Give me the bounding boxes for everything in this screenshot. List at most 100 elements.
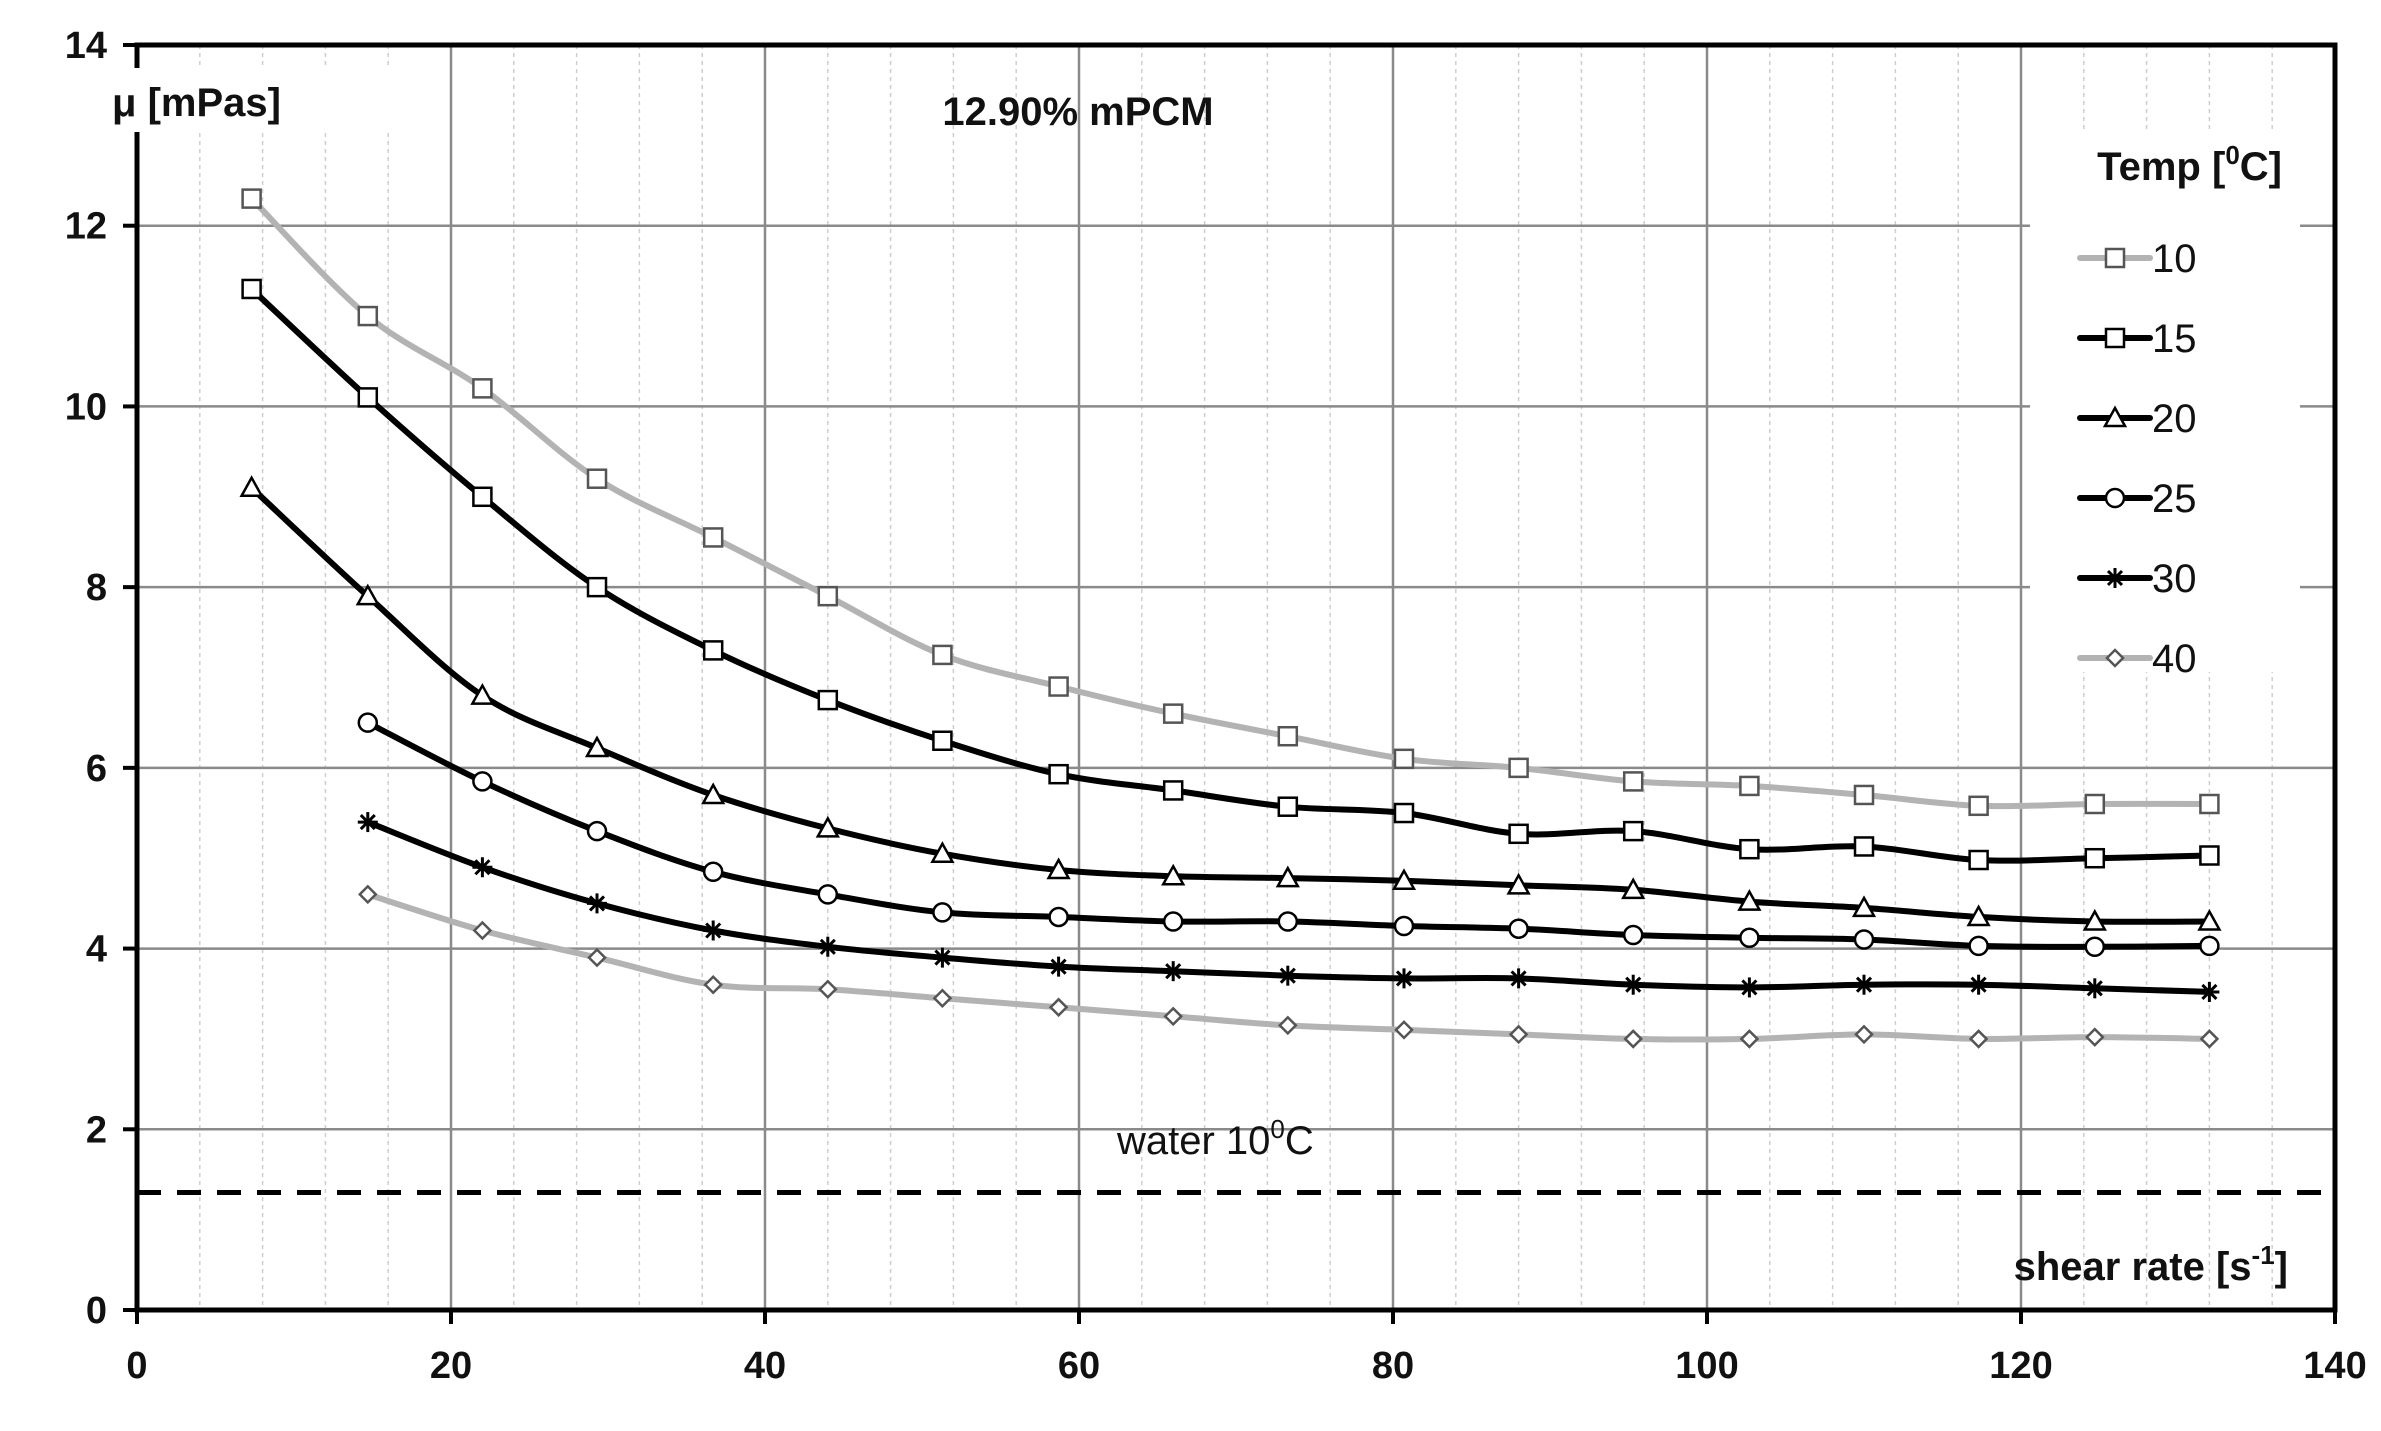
y-tick-label: 14 — [65, 25, 107, 67]
data-point-20 — [815, 815, 840, 838]
data-point-20 — [1046, 857, 1071, 880]
legend-title: Temp [0C] — [2097, 140, 2282, 189]
data-point-30 — [357, 812, 378, 833]
y-tick-label: 10 — [65, 386, 107, 428]
plot-frame — [134, 42, 2338, 1313]
data-point-15 — [1968, 849, 1989, 871]
data-point-10 — [1968, 795, 1989, 817]
legend-label-10: 10 — [2152, 237, 2197, 281]
reference-line-label-superscript: 0 — [1270, 1114, 1284, 1144]
y-axis-title: μ [mPas] — [112, 81, 281, 125]
data-point-30 — [1048, 956, 1069, 977]
y-tick-label: 12 — [65, 206, 107, 248]
x-axis-title-superscript: -1 — [2252, 1240, 2275, 1270]
data-point-30 — [1163, 961, 1184, 982]
data-point-40 — [703, 974, 723, 995]
x-axis-title-main: shear rate [s — [2014, 1245, 2252, 1289]
data-point-15 — [1739, 838, 1760, 860]
data-point-30 — [1854, 974, 1874, 995]
data-point-20 — [1275, 865, 1300, 888]
legend-marker-20 — [2102, 405, 2128, 428]
data-point-15 — [357, 387, 379, 408]
data-point-40 — [472, 920, 493, 941]
data-point-40 — [1968, 1029, 1989, 1049]
legend-title-main: Temp [ — [2097, 145, 2225, 189]
x-tick-label: 80 — [1372, 1345, 1414, 1387]
data-point-30 — [472, 857, 493, 878]
y-tick-label: 8 — [86, 567, 107, 609]
data-point-15 — [1162, 780, 1184, 801]
data-point-25 — [1162, 911, 1184, 932]
data-point-25 — [472, 771, 493, 792]
data-point-10 — [1622, 771, 1644, 792]
data-point-20 — [1506, 872, 1531, 895]
data-point-40 — [1739, 1029, 1760, 1049]
x-tick-label: 40 — [744, 1345, 786, 1387]
data-point-40 — [1854, 1024, 1874, 1045]
reference-line-label-end: C — [1285, 1119, 1314, 1163]
data-point-20 — [239, 475, 264, 497]
data-point-10 — [586, 468, 608, 489]
legend-label-40: 40 — [2152, 637, 2197, 681]
data-point-10 — [1048, 676, 1069, 697]
data-point-10 — [702, 527, 724, 548]
marker-stroke — [1279, 967, 1296, 984]
legend-marker-30 — [2105, 568, 2125, 588]
data-point-10 — [2199, 793, 2220, 815]
marker-stroke — [2106, 569, 2124, 587]
data-point-10 — [1162, 703, 1184, 724]
y-tick-label: 2 — [86, 1109, 107, 1151]
data-point-15 — [2199, 845, 2220, 866]
marker-stroke — [1625, 976, 1642, 993]
legend-marker-15 — [2104, 327, 2126, 349]
marker-stroke — [2201, 983, 2218, 1001]
data-point-20 — [1161, 863, 1186, 886]
marker-stroke — [1741, 979, 1758, 996]
data-point-20 — [1851, 895, 1877, 918]
data-point-40 — [932, 988, 953, 1009]
legend-label-30: 30 — [2152, 557, 2197, 601]
data-point-20 — [2197, 908, 2222, 931]
marker-stroke — [934, 949, 951, 966]
data-point-10 — [2084, 793, 2106, 815]
legend-entry-25: 25 — [2077, 477, 2197, 521]
x-tick-label: 60 — [1058, 1345, 1100, 1387]
data-point-30 — [587, 893, 608, 914]
marker-stroke — [1970, 976, 1987, 993]
data-point-25 — [817, 884, 839, 905]
marker-stroke — [1165, 963, 1182, 980]
data-point-25 — [1622, 924, 1644, 946]
data-point-25 — [2084, 936, 2106, 958]
data-point-10 — [1393, 748, 1415, 770]
data-point-40 — [358, 884, 378, 905]
data-point-20 — [701, 782, 726, 805]
data-point-25 — [702, 861, 724, 883]
data-point-15 — [1393, 802, 1415, 824]
data-point-25 — [357, 712, 379, 733]
data-point-40 — [1048, 997, 1069, 1018]
data-point-10 — [1277, 725, 1299, 747]
x-tick-label: 20 — [430, 1345, 472, 1387]
data-point-20 — [1966, 904, 1991, 927]
series-40 — [358, 884, 2220, 1049]
legend-background — [2030, 132, 2300, 672]
x-tick-labels: 0 20 40 60 80 100 120 140 — [126, 1345, 2366, 1387]
data-point-10 — [357, 305, 379, 327]
legend-entries: 10 15 20 25 30 40 — [2077, 237, 2197, 681]
data-point-25 — [1277, 911, 1299, 932]
marker-stroke — [359, 814, 376, 831]
data-point-15 — [1508, 823, 1529, 845]
data-point-40 — [1394, 1020, 1414, 1040]
data-point-40 — [2085, 1027, 2105, 1047]
marker-stroke — [1050, 958, 1067, 975]
data-point-40 — [1278, 1015, 1298, 1036]
data-point-20 — [470, 682, 495, 705]
legend-label-25: 25 — [2152, 477, 2197, 521]
data-point-30 — [1277, 965, 1298, 986]
reference-line-label: water 100C — [1116, 1114, 1314, 1163]
data-point-15 — [817, 689, 839, 711]
data-point-40 — [1623, 1029, 1643, 1049]
marker-stroke — [705, 922, 722, 939]
y-tick-label: 6 — [86, 748, 107, 790]
series-10 — [241, 188, 2220, 817]
